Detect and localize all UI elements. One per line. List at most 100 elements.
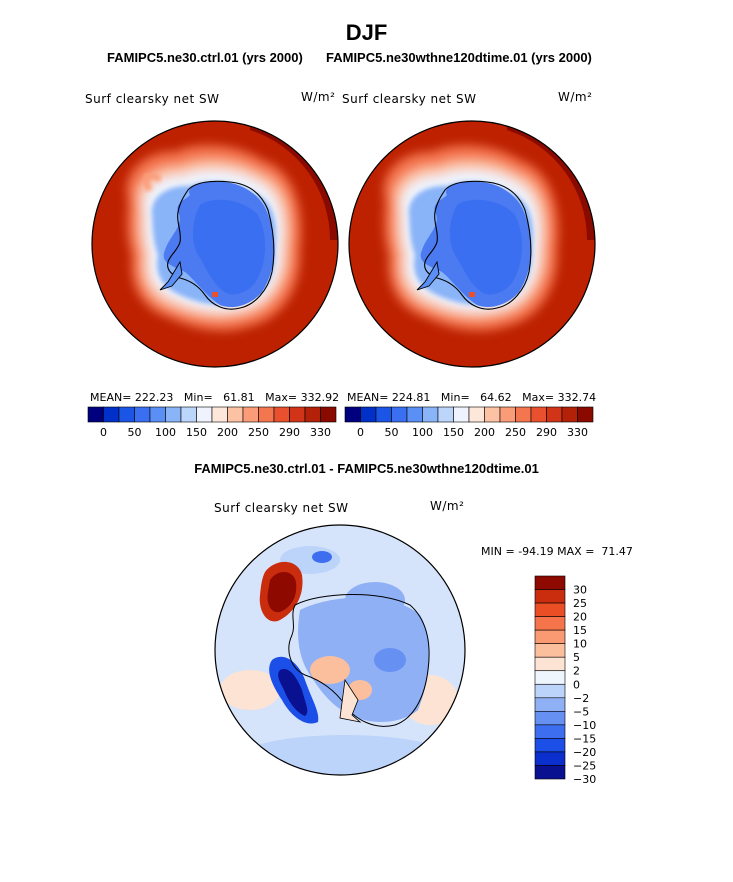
colorbar-2-tick-label: 0 — [357, 426, 364, 439]
panel2-mean: 224.81 — [391, 391, 431, 404]
colorbar-diff-tick-label: 20 — [573, 611, 587, 624]
colorbar-diff-swatch — [534, 575, 566, 590]
panel1-stats: MEAN= 222.23 Min= 61.81 Max= 332.92 — [90, 391, 340, 404]
colorbar-1-swatch — [289, 406, 306, 423]
colorbar-1-swatch — [196, 406, 213, 423]
colorbar-diff-tick-label: −10 — [573, 719, 596, 732]
colorbar-2-swatch — [406, 406, 423, 423]
colorbar-2-swatch — [360, 406, 377, 423]
colorbar-2-swatch — [546, 406, 563, 423]
colorbar-2-swatch — [577, 406, 594, 423]
colorbar-2-swatch — [530, 406, 547, 423]
polar-map-diff — [215, 525, 465, 775]
colorbar-1-swatch — [134, 406, 151, 423]
colorbar-2-swatch — [499, 406, 516, 423]
colorbar-diff-swatch — [534, 711, 566, 726]
panel1-mean: 222.23 — [134, 391, 174, 404]
polar-map-1 — [92, 121, 338, 367]
colorbar-diff-swatch — [534, 656, 566, 672]
panel3-label: Surf clearsky net SW — [214, 501, 349, 515]
colorbar-2-tick-label: 250 — [505, 426, 526, 439]
colorbar-1-swatch — [180, 406, 197, 423]
panel2-max: 332.74 — [557, 391, 597, 404]
colorbar-1-swatch — [304, 406, 321, 423]
colorbar-diff-tick-label: −5 — [573, 705, 589, 718]
colorbar-diff-tick-label: −2 — [573, 692, 589, 705]
colorbar-diff-swatch — [534, 683, 566, 699]
panel1-label: Surf clearsky net SW — [85, 92, 220, 106]
panel3-min: -94.19 — [518, 545, 554, 558]
colorbar-diff-swatch — [534, 697, 566, 712]
panel2-units: W/m² — [558, 90, 593, 104]
colorbar-1-tick-label: 250 — [248, 426, 269, 439]
panel2-label: Surf clearsky net SW — [342, 92, 477, 106]
colorbar-2-swatch — [468, 406, 485, 423]
panel3-stats: MIN = -94.19 MAX = 71.47 — [481, 545, 633, 558]
panel1-units: W/m² — [301, 90, 336, 104]
colorbar-diff-swatch — [534, 751, 566, 766]
case2-title: FAMIPC5.ne30wthne120dtime.01 (yrs 2000) — [326, 50, 592, 65]
colorbar-1-swatch — [165, 406, 182, 423]
colorbar-diff-tick-label: 0 — [573, 678, 580, 691]
colorbar-2-tick-label: 200 — [474, 426, 495, 439]
colorbar-2-swatch — [391, 406, 408, 423]
colorbar-diff-swatch — [534, 602, 566, 617]
colorbar-1-tick-label: 0 — [100, 426, 107, 439]
colorbar-diff-swatch — [534, 765, 566, 780]
colorbar-2-swatch — [344, 406, 361, 423]
colorbar-diff-swatch — [534, 643, 566, 658]
colorbar-1-swatch — [103, 406, 120, 423]
colorbar-1-swatch — [87, 406, 104, 423]
page-title: DJF — [345, 20, 388, 45]
polar-map-2 — [349, 121, 595, 367]
colorbar-2-swatch — [375, 406, 392, 423]
colorbar-2-tick-label: 330 — [567, 426, 588, 439]
colorbar-2-swatch — [422, 406, 439, 423]
colorbar-diff-swatch — [534, 724, 566, 739]
colorbar-diff-swatch — [534, 629, 566, 644]
panel3-max: 71.47 — [601, 545, 633, 558]
colorbar-1-tick-label: 200 — [217, 426, 238, 439]
colorbar-diff-tick-label: −15 — [573, 732, 596, 745]
colorbar-2-tick-label: 50 — [385, 426, 399, 439]
colorbar-1-swatch — [118, 406, 135, 423]
colorbar-diff-tick-label: 2 — [573, 665, 580, 678]
colorbar-diff-tick-label: 25 — [573, 597, 587, 610]
colorbar-2-swatch — [515, 406, 532, 423]
colorbar-1-swatch — [211, 406, 228, 423]
colorbar-2-swatch — [453, 406, 470, 423]
colorbar-diff-tick-label: 5 — [573, 651, 580, 664]
colorbar-2: 0 50 100 150 200 250 290 330 — [344, 406, 594, 439]
colorbar-2-tick-label: 150 — [443, 426, 464, 439]
colorbar-diff-tick-label: 30 — [573, 584, 587, 597]
colorbar-2-swatch — [561, 406, 578, 423]
colorbar-1-swatch — [258, 406, 275, 423]
colorbar-1-tick-label: 150 — [186, 426, 207, 439]
panel1-min: 61.81 — [223, 391, 255, 404]
panel2-min: 64.62 — [480, 391, 512, 404]
colorbar-1-tick-label: 330 — [310, 426, 331, 439]
case1-title: FAMIPC5.ne30.ctrl.01 (yrs 2000) — [107, 50, 303, 65]
colorbar-1-tick-label: 290 — [279, 426, 300, 439]
colorbar-1-tick-label: 100 — [155, 426, 176, 439]
diff-title: FAMIPC5.ne30.ctrl.01 - FAMIPC5.ne30wthne… — [194, 461, 539, 476]
colorbar-1-tick-label: 50 — [128, 426, 142, 439]
colorbar-diff-tick-label: −30 — [573, 773, 596, 786]
colorbar-2-tick-label: 290 — [536, 426, 557, 439]
colorbar-diff-tick-label: −25 — [573, 759, 596, 772]
colorbar-1-swatch — [273, 406, 290, 423]
colorbar-1-swatch — [242, 406, 259, 423]
colorbar-diff-swatch — [534, 616, 566, 631]
colorbar-1: 0 50 100 150 200 250 290 330 — [87, 406, 337, 439]
colorbar-diff-swatch — [534, 589, 566, 604]
colorbar-2-swatch — [484, 406, 501, 423]
colorbar-2-tick-label: 100 — [412, 426, 433, 439]
colorbar-diff-swatch — [534, 670, 566, 685]
colorbar-diff-tick-label: −20 — [573, 746, 596, 759]
colorbar-1-swatch — [227, 406, 244, 423]
panel1-max: 332.92 — [300, 391, 340, 404]
panel2-stats: MEAN= 224.81 Min= 64.62 Max= 332.74 — [347, 391, 597, 404]
colorbar-1-swatch — [149, 406, 166, 423]
